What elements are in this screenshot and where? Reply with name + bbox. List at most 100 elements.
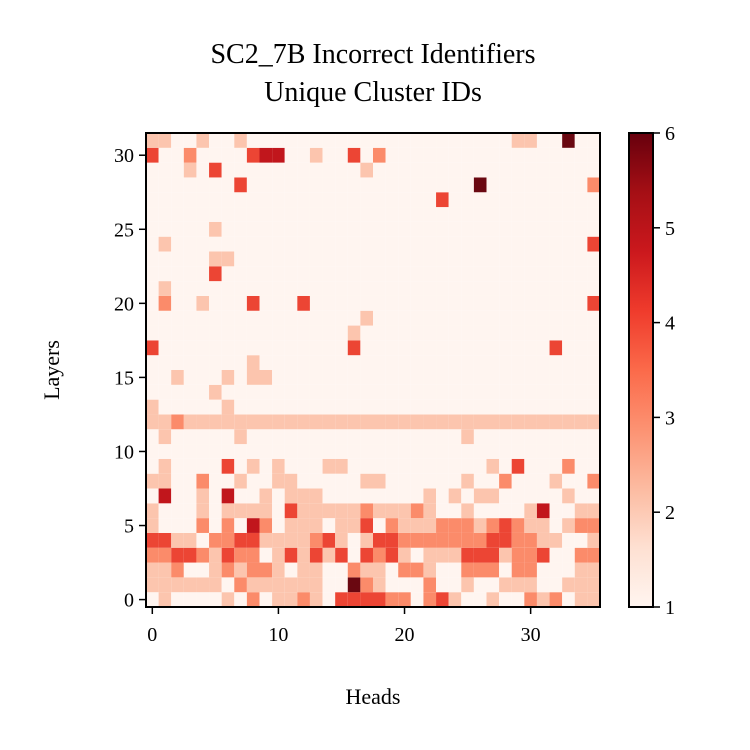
heatmap-cell (436, 162, 449, 178)
heatmap-cell (549, 473, 563, 489)
heatmap-cell (297, 473, 310, 489)
heatmap-cell (587, 414, 600, 430)
heatmap-cell (410, 295, 424, 311)
heatmap-cell (246, 162, 260, 178)
heatmap-cell (499, 310, 512, 326)
heatmap-cell (448, 473, 462, 489)
heatmap-cell (158, 310, 172, 326)
heatmap-cell (272, 251, 285, 267)
heatmap-cell (423, 444, 437, 459)
heatmap-cell (284, 399, 298, 415)
heatmap-cell (272, 355, 285, 370)
heatmap-cell (373, 266, 386, 282)
heatmap-cell (398, 429, 411, 445)
heatmap-cell (549, 133, 563, 148)
heatmap-cell (524, 562, 537, 578)
heatmap-cell (587, 325, 600, 341)
heatmap-cell (322, 370, 336, 385)
heatmap-cell (562, 162, 575, 178)
heatmap-cell (209, 207, 222, 222)
heatmap-cell (587, 532, 600, 548)
heatmap-cell (436, 592, 449, 607)
heatmap-cell (587, 177, 600, 193)
heatmap-cell (209, 295, 222, 311)
heatmap-cell (196, 133, 210, 148)
heatmap-cell (171, 444, 184, 459)
heatmap-cell (549, 207, 563, 222)
heatmap-cell (297, 518, 310, 533)
heatmap-cell (524, 414, 537, 430)
heatmap-cell (461, 236, 474, 252)
heatmap-cell (196, 547, 210, 563)
heatmap-cell (473, 503, 487, 519)
heatmap-cell (511, 281, 525, 296)
heatmap-cell (259, 251, 273, 267)
heatmap-cell (549, 310, 563, 326)
heatmap-cell (461, 473, 474, 489)
heatmap-cell (221, 251, 235, 267)
heatmap-cell (562, 147, 575, 163)
heatmap-cell (574, 310, 588, 326)
heatmap-cell (347, 192, 361, 208)
heatmap-cell (360, 192, 373, 208)
heatmap-cell (146, 281, 159, 296)
heatmap-cell (410, 162, 424, 178)
heatmap-cell (511, 133, 525, 148)
heatmap-cell (146, 310, 159, 326)
heatmap-cell (322, 281, 336, 296)
heatmap-cell (272, 444, 285, 459)
heatmap-cell (448, 221, 462, 237)
heatmap-cell (473, 384, 487, 400)
heatmap-cell (448, 429, 462, 445)
heatmap-cell (549, 399, 563, 415)
heatmap-cell (259, 414, 273, 430)
heatmap-cell (536, 399, 550, 415)
heatmap-cell (499, 251, 512, 267)
heatmap-cell (536, 444, 550, 459)
heatmap-cell (536, 429, 550, 445)
heatmap-cell (511, 532, 525, 548)
heatmap-cell (322, 133, 336, 148)
heatmap-cell (486, 518, 500, 533)
heatmap-cell (499, 444, 512, 459)
heatmap-cell (373, 147, 386, 163)
heatmap-cell (322, 340, 336, 356)
heatmap-cell (436, 281, 449, 296)
heatmap-cell (196, 414, 210, 430)
heatmap-cell (183, 444, 197, 459)
heatmap-cell (309, 355, 323, 370)
heatmap-cell (284, 177, 298, 193)
heatmap-cell (385, 444, 399, 459)
heatmap-cell (486, 251, 500, 267)
heatmap-cell (234, 518, 247, 533)
heatmap-cell (209, 458, 222, 474)
heatmap-cell (398, 458, 411, 474)
heatmap-cell (574, 458, 588, 474)
heatmap-cell (347, 340, 361, 356)
heatmap-cell (335, 192, 348, 208)
heatmap-cell (196, 207, 210, 222)
heatmap-cell (171, 281, 184, 296)
heatmap-cell (410, 384, 424, 400)
heatmap-cell (587, 458, 600, 474)
heatmap-cell (171, 503, 184, 519)
heatmap-cell (473, 399, 487, 415)
heatmap-cell (499, 192, 512, 208)
heatmap-cell (259, 325, 273, 341)
heatmap-cell (473, 310, 487, 326)
heatmap-cell (499, 384, 512, 400)
heatmap-cell (335, 414, 348, 430)
heatmap-cell (486, 281, 500, 296)
heatmap-cell (574, 295, 588, 311)
heatmap-cell (574, 325, 588, 341)
heatmap-cell (486, 162, 500, 178)
colorbar-tick-label: 4 (665, 313, 675, 335)
heatmap-cell (335, 384, 348, 400)
heatmap-cell (499, 414, 512, 430)
heatmap-cell (549, 147, 563, 163)
heatmap-cell (486, 207, 500, 222)
heatmap-cell (461, 325, 474, 341)
heatmap-cell (461, 162, 474, 178)
heatmap-cell (436, 133, 449, 148)
heatmap-cell (347, 355, 361, 370)
